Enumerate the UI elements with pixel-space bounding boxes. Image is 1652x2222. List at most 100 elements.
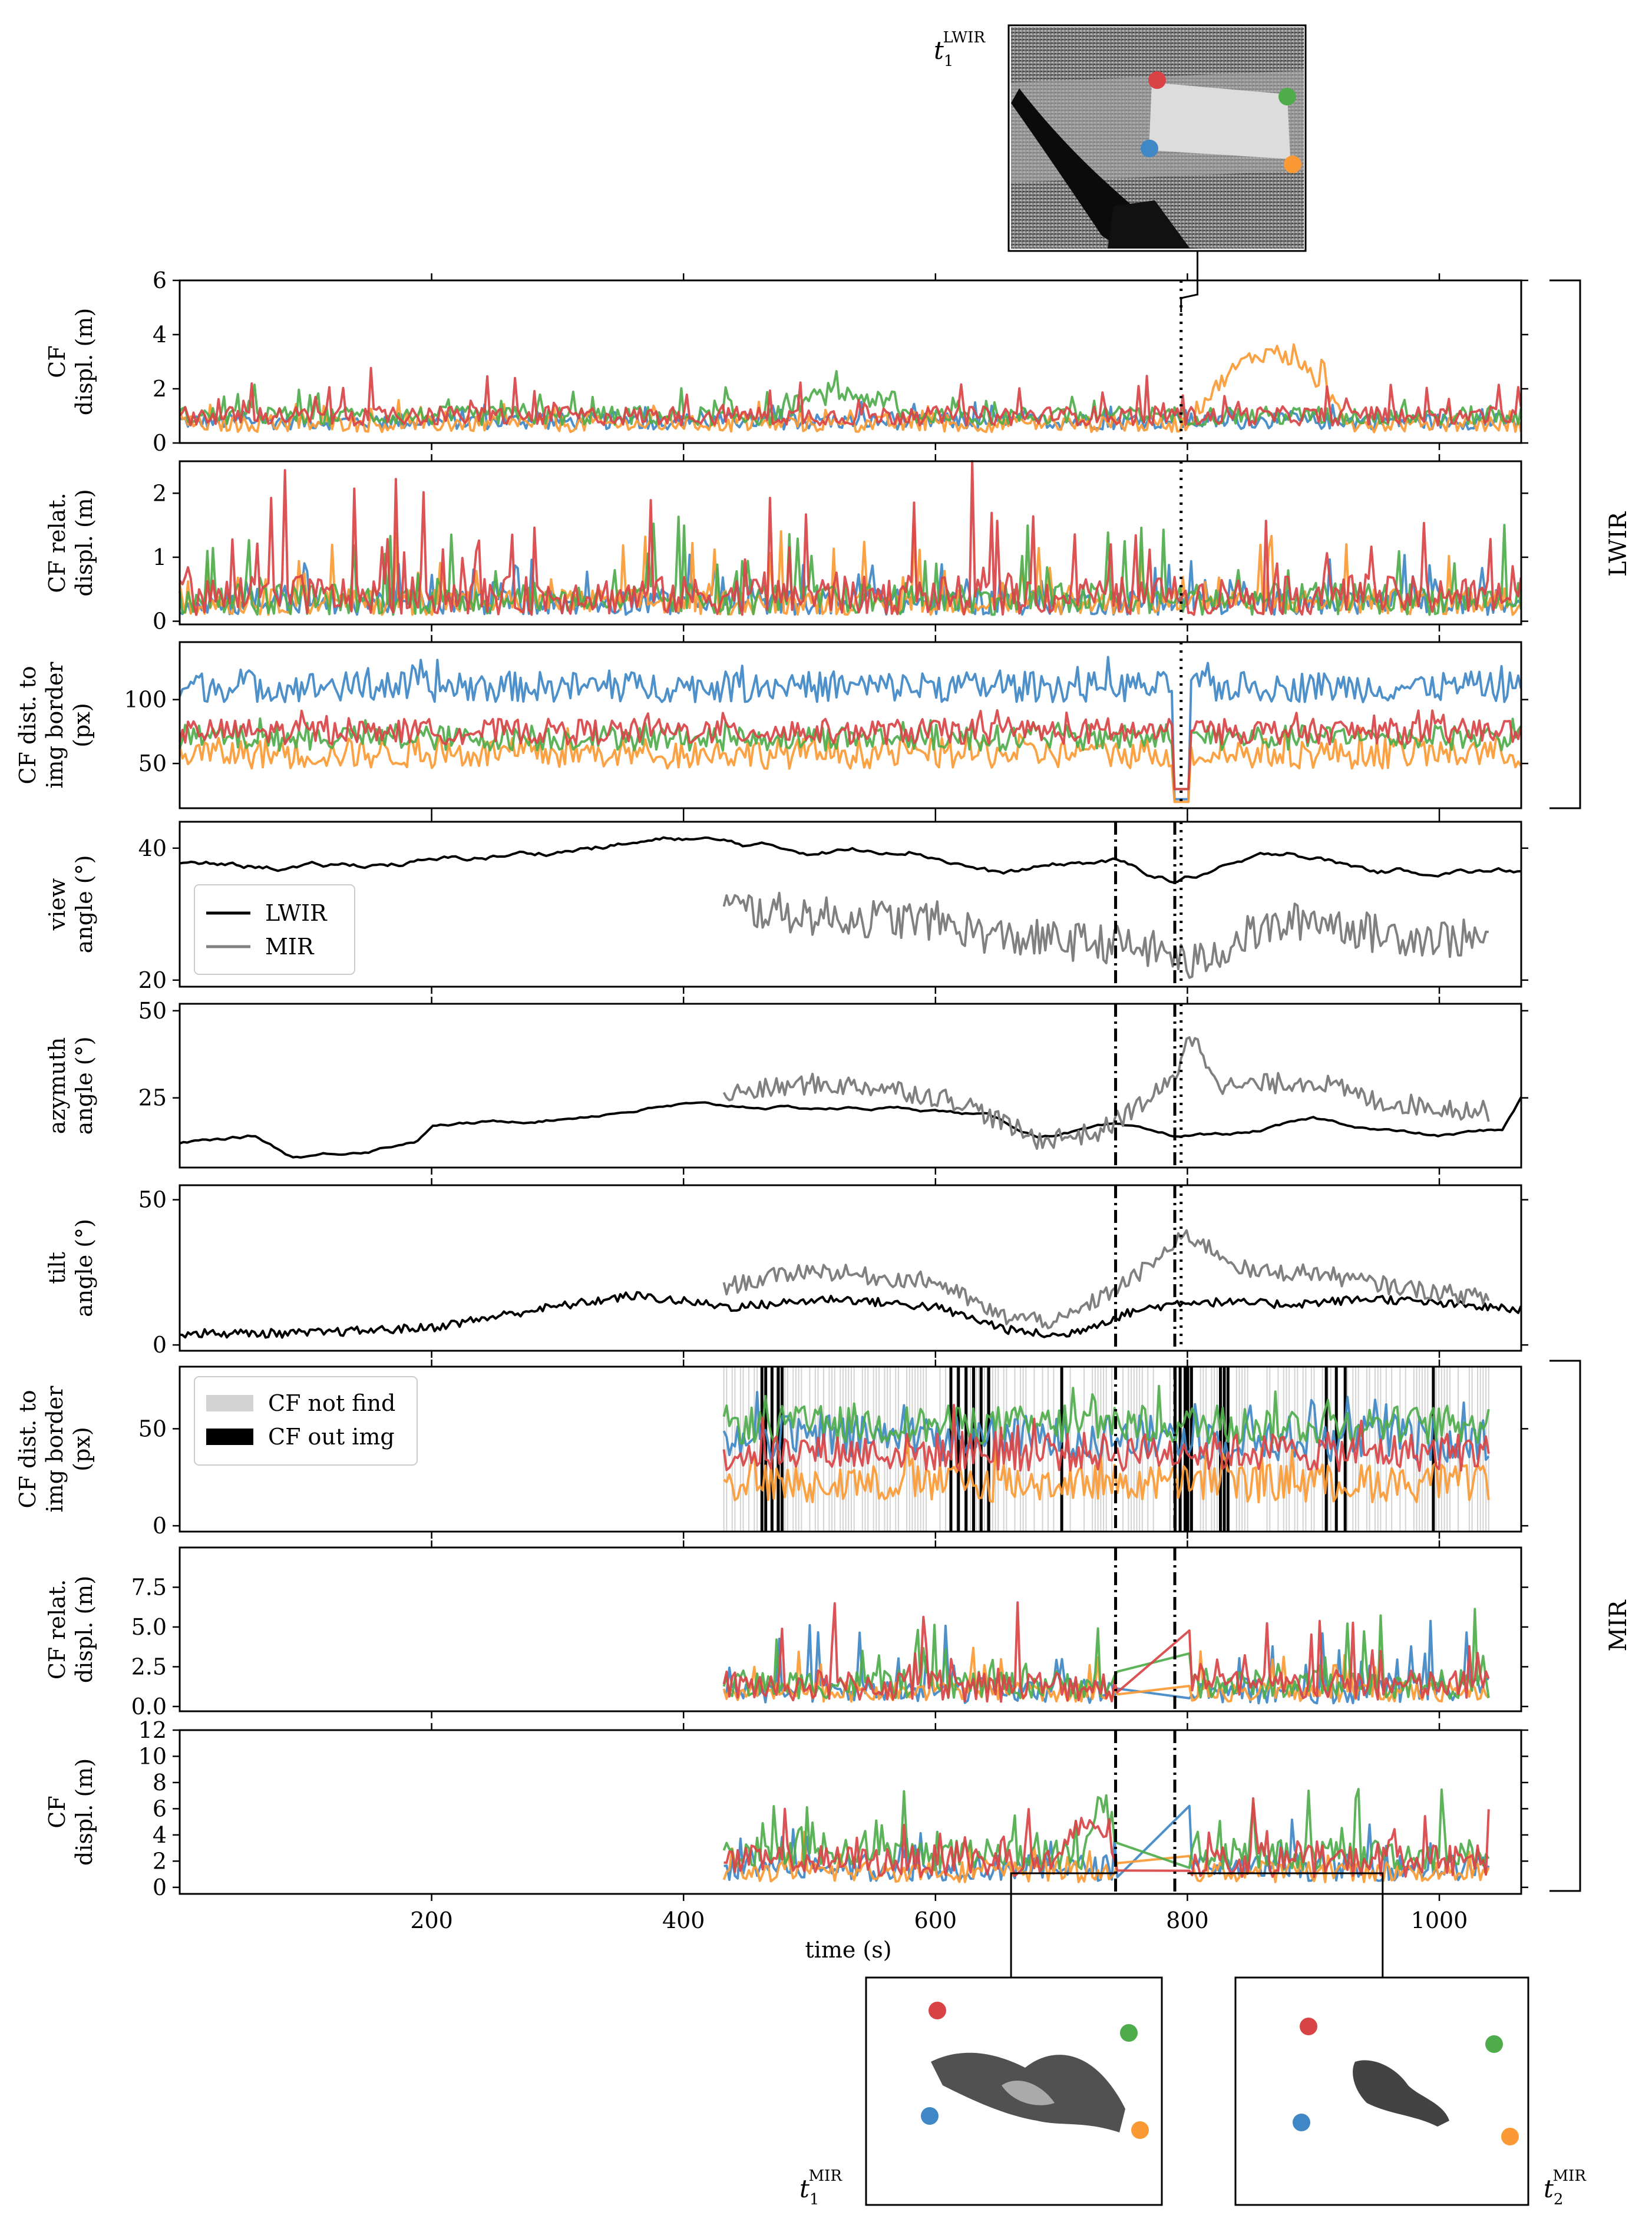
y-tick-label: 6: [153, 267, 167, 293]
inset-lwir-frame: [1007, 24, 1307, 252]
inset-mir-1-blue-point: [921, 2107, 939, 2125]
y-tick-label: 4: [153, 1822, 167, 1848]
legend-mir: CF not find CF out img: [194, 1376, 418, 1466]
panel-lwir_border: 50 100 CF dist. to img border (px): [15, 635, 1528, 815]
series-mir: [722, 891, 1489, 979]
cf-out-img-span: [1324, 1367, 1328, 1532]
legend-label: MIR: [265, 934, 315, 960]
group-mir-label: MIR: [1605, 1599, 1632, 1652]
y-tick-label: 10: [138, 1743, 167, 1769]
panel-mir_rel: 0.0 2.5 5.0 7.5 CF relat. displ. (m): [44, 1540, 1528, 1720]
inset-mir-2-label: t2MIR: [1544, 2167, 1587, 2208]
cf-out-img-span: [1226, 1367, 1230, 1532]
y-tick-label: 2: [153, 376, 167, 402]
y-tick-label: 1: [153, 544, 167, 570]
series-blue: [179, 656, 1522, 801]
inset-mir-2: t2MIR: [1234, 1976, 1587, 2208]
cf-out-img-span: [1186, 1367, 1190, 1532]
series-lwir: [179, 1096, 1522, 1159]
y-tick-label: 0: [153, 609, 167, 634]
cf-out-img-span: [760, 1367, 764, 1532]
x-axis-label: time (s): [805, 1937, 891, 1963]
y-tick-label: 20: [138, 967, 167, 993]
connector-mir-2: [1187, 1872, 1384, 1978]
panel-azimuth: 25 50 azymuth angle (°): [44, 997, 1528, 1175]
legend-label: CF out img: [268, 1424, 395, 1450]
y-tick-label: 50: [138, 1187, 167, 1213]
series-orange: [723, 1435, 1490, 1504]
series-red: [722, 1601, 1490, 1703]
y-axis-label: view: [44, 878, 70, 931]
x-tick-label: 400: [662, 1907, 705, 1933]
y-axis-label: azymuth: [44, 1037, 70, 1134]
y-axis-label: tilt: [44, 1252, 70, 1284]
inset-mir-1: t1MIR: [799, 1976, 1163, 2208]
series-green: [179, 370, 1522, 426]
y-tick-label: 8: [153, 1770, 167, 1796]
y-tick-label: 40: [138, 835, 167, 861]
y-tick-label: 0: [153, 1332, 167, 1358]
y-tick-label: 50: [138, 1416, 167, 1441]
legend-frame: [194, 884, 355, 975]
y-axis-label: CF: [44, 1796, 70, 1828]
axes-frame: [179, 1546, 1522, 1712]
group-lwir: LWIR: [1549, 279, 1632, 809]
bracket-lwir: [1549, 279, 1581, 809]
inset-mir-2-blob: [1353, 2060, 1449, 2127]
axes-frame: [179, 460, 1522, 626]
connector-top: [1180, 251, 1199, 312]
y-axis-label: img border: [42, 662, 68, 789]
y-tick-label: 0: [153, 430, 167, 456]
y-tick-label: 0.0: [131, 1694, 167, 1720]
y-tick-label: 25: [138, 1085, 167, 1111]
inset-mir-1-orange-point: [1131, 2121, 1149, 2139]
series-mir: [722, 1229, 1490, 1330]
y-tick-label: 7.5: [131, 1574, 167, 1600]
y-tick-label: 4: [153, 322, 167, 348]
legend-label: LWIR: [265, 900, 328, 926]
y-axis-label: displ. (m): [71, 1758, 97, 1866]
panel-view_angle: 20 40 view angle (°): [44, 815, 1528, 994]
inset-mir-2-green-point: [1485, 2035, 1503, 2053]
bracket-mir: [1549, 1360, 1581, 1892]
inset-lwir: t1LWIR: [934, 24, 1307, 252]
panel-lwir_rel: 0 1 2 CF relat. displ. (m): [44, 454, 1528, 634]
y-tick-label: 2.5: [131, 1654, 167, 1679]
inset-lwir-orange-point: [1284, 156, 1301, 173]
legend-swatch: [206, 1395, 253, 1411]
y-axis-label: CF: [44, 345, 70, 378]
inset-lwir-shadow-2: [1108, 200, 1190, 249]
cf-out-img-span: [957, 1367, 960, 1532]
y-axis-label: (px): [69, 703, 95, 747]
y-tick-label: 50: [138, 998, 167, 1024]
axes-frame: [179, 1184, 1522, 1352]
y-axis-label: displ. (m): [71, 489, 97, 596]
legend-swatch: [206, 1429, 253, 1445]
y-axis-label: displ. (m): [71, 308, 97, 415]
group-mir: MIR: [1549, 1360, 1632, 1892]
inset-mir-1-red-point: [929, 2002, 946, 2019]
y-tick-label: 50: [138, 750, 167, 776]
y-tick-label: 5.0: [131, 1614, 167, 1640]
legend-angles: LWIR MIR: [194, 884, 355, 975]
inset-lwir-label: t1LWIR: [934, 29, 986, 70]
y-axis-label: CF relat.: [44, 1579, 70, 1679]
axes-frame: [179, 1729, 1522, 1895]
axes-frame: [179, 641, 1522, 809]
inset-mir-2-orange-point: [1501, 2128, 1519, 2145]
series-green: [179, 717, 1522, 791]
panel-mir_border: 0 50 CF dist. to img border (px): [15, 1360, 1528, 1539]
series-lwir: [179, 836, 1522, 884]
connector-mir-1: [1010, 1872, 1116, 1978]
series-lwir: [179, 1291, 1522, 1339]
y-axis-label: CF dist. to: [15, 666, 41, 784]
inset-mir-2-red-point: [1300, 2018, 1317, 2035]
inset-mir-1-label: t1MIR: [799, 2167, 842, 2208]
y-axis-label: CF relat.: [44, 492, 70, 593]
axes-frame: [179, 1365, 1522, 1533]
x-tick-label: 1000: [1411, 1907, 1468, 1933]
axes-frame: [179, 1003, 1522, 1169]
